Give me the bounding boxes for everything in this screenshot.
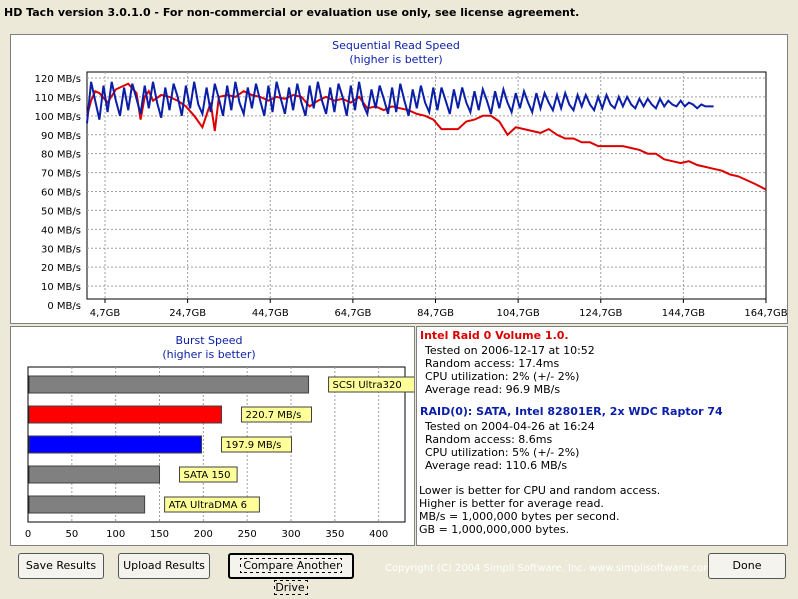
drive1-tested: Tested on 2006-12-17 at 10:52 bbox=[425, 344, 595, 357]
burst-x-tick-label: 0 bbox=[25, 529, 31, 540]
y-tick-label: 60 MB/s bbox=[41, 188, 81, 199]
y-tick-label: 70 MB/s bbox=[41, 169, 81, 180]
y-tick-label: 120 MB/s bbox=[35, 74, 81, 85]
compare-another-drive-button[interactable]: Compare Another Drive bbox=[228, 553, 354, 595]
burst-bar-label: SCSI Ultra320 bbox=[333, 380, 402, 391]
y-tick-label: 90 MB/s bbox=[41, 131, 81, 142]
done-label: Done bbox=[732, 559, 762, 572]
x-tick-label: 144,7GB bbox=[662, 308, 705, 319]
burst-bar-label: 197.9 MB/s bbox=[226, 440, 282, 451]
burst-label-box bbox=[240, 406, 312, 423]
note-line: Lower is better for CPU and random acces… bbox=[419, 484, 661, 497]
drive1-avg-read: Average read: 96.9 MB/s bbox=[425, 383, 561, 396]
upload-results-label: Upload Results bbox=[123, 559, 205, 572]
x-tick-label: 84,7GB bbox=[417, 308, 454, 319]
y-tick-label: 110 MB/s bbox=[35, 93, 81, 104]
note-line: GB = 1,000,000,000 bytes. bbox=[419, 523, 570, 536]
drive2-random-access: Random access: 8.6ms bbox=[425, 433, 553, 446]
burst-title: Burst Speed bbox=[175, 334, 242, 347]
drive1-random-access: Random access: 17.4ms bbox=[425, 357, 560, 370]
x-tick-label: 44,7GB bbox=[252, 308, 289, 319]
burst-speed-panel: Burst Speed (higher is better) SCSI Ultr… bbox=[10, 326, 418, 546]
x-tick-label: 104,7GB bbox=[497, 308, 540, 319]
burst-bars: SCSI Ultra320 220.7 MB/s 197.9 MB/s SATA 15… bbox=[28, 375, 418, 514]
burst-bar bbox=[28, 435, 203, 454]
x-tick-label: 164,7GB bbox=[744, 308, 787, 319]
x-axis-ticks: 4,7GB 24,7GB 44,7GB 64,7GB 84,7GB 104,7GB 124,… bbox=[90, 299, 788, 319]
burst-x-tick-label: 250 bbox=[238, 529, 257, 540]
y-tick-label: 30 MB/s bbox=[41, 244, 81, 255]
sequential-read-chart: Sequential Read Speed (higher is better)… bbox=[35, 39, 788, 319]
y-tick-label: 20 MB/s bbox=[41, 263, 81, 274]
save-results-label: Save Results bbox=[25, 559, 97, 572]
y-tick-label: 50 MB/s bbox=[41, 206, 81, 217]
burst-x-tick-label: 350 bbox=[325, 529, 344, 540]
drive2-name: RAID(0): SATA, Intel 82801ER, 2x WDC Rap… bbox=[420, 405, 723, 418]
done-button[interactable]: Done bbox=[708, 553, 786, 579]
drive2-cpu: CPU utilization: 5% (+/- 2%) bbox=[425, 446, 580, 459]
x-tick-label: 64,7GB bbox=[334, 308, 371, 319]
burst-bar-label: 220.7 MB/s bbox=[245, 410, 301, 421]
burst-bar bbox=[28, 375, 310, 394]
series-lines bbox=[86, 81, 767, 191]
burst-x-tick-label: 400 bbox=[369, 529, 388, 540]
chart-title: Sequential Read Speed bbox=[332, 39, 460, 52]
burst-label-box bbox=[179, 466, 238, 483]
burst-bar bbox=[28, 495, 146, 514]
y-tick-label: 100 MB/s bbox=[35, 112, 81, 123]
sequential-read-chart-panel: Sequential Read Speed (higher is better)… bbox=[10, 34, 788, 324]
drive2-avg-read: Average read: 110.6 MB/s bbox=[425, 459, 568, 472]
burst-bar bbox=[28, 465, 161, 484]
note-line: Higher is better for average read. bbox=[419, 497, 604, 510]
burst-x-tick-label: 150 bbox=[150, 529, 169, 540]
burst-x-tick-label: 50 bbox=[65, 529, 78, 540]
y-tick-label: 0 MB/s bbox=[47, 301, 81, 312]
window-title: HD Tach version 3.0.1.0 - For non-commer… bbox=[0, 0, 798, 26]
burst-x-tick-label: 100 bbox=[106, 529, 125, 540]
drive2-tested: Tested on 2004-04-26 at 16:24 bbox=[425, 420, 595, 433]
burst-x-tick-label: 200 bbox=[194, 529, 213, 540]
drive-info-panel: Intel Raid 0 Volume 1.0. Tested on 2006-… bbox=[416, 326, 788, 546]
y-tick-label: 10 MB/s bbox=[41, 282, 81, 293]
burst-subtitle: (higher is better) bbox=[162, 348, 255, 361]
note-line: MB/s = 1,000,000 bytes per second. bbox=[419, 510, 620, 523]
burst-label-box bbox=[164, 496, 260, 513]
burst-bar bbox=[28, 405, 222, 424]
y-tick-label: 40 MB/s bbox=[41, 225, 81, 236]
x-tick-label: 124,7GB bbox=[579, 308, 622, 319]
copyright-text: Copyright (C) 2004 Simpli Software, Inc.… bbox=[385, 563, 714, 574]
burst-bar-label: SATA 150 bbox=[184, 470, 231, 481]
burst-bar-label: ATA UltraDMA 6 bbox=[169, 500, 247, 511]
burst-label-box bbox=[221, 436, 293, 453]
save-results-button[interactable]: Save Results bbox=[18, 553, 104, 579]
burst-x-tick-label: 300 bbox=[281, 529, 300, 540]
burst-speed-chart: Burst Speed (higher is better) SCSI Ultr… bbox=[25, 334, 418, 540]
compare-another-drive-label: Compare Another Drive bbox=[240, 558, 342, 595]
drive1-name: Intel Raid 0 Volume 1.0. bbox=[420, 329, 569, 342]
chart-subtitle: (higher is better) bbox=[349, 53, 442, 66]
series-line-2 bbox=[86, 81, 714, 124]
burst-x-ticks: 0 50 100 150 200 250 300 350 400 bbox=[25, 529, 388, 540]
x-tick-label: 4,7GB bbox=[90, 308, 121, 319]
drive1-cpu: CPU utilization: 2% (+/- 2%) bbox=[425, 370, 580, 383]
x-tick-label: 24,7GB bbox=[169, 308, 206, 319]
upload-results-button[interactable]: Upload Results bbox=[118, 553, 210, 579]
y-tick-label: 80 MB/s bbox=[41, 150, 81, 161]
y-axis-ticks: 0 MB/s 10 MB/s 20 MB/s 30 MB/s 40 MB/s 50 MB/… bbox=[35, 74, 81, 312]
